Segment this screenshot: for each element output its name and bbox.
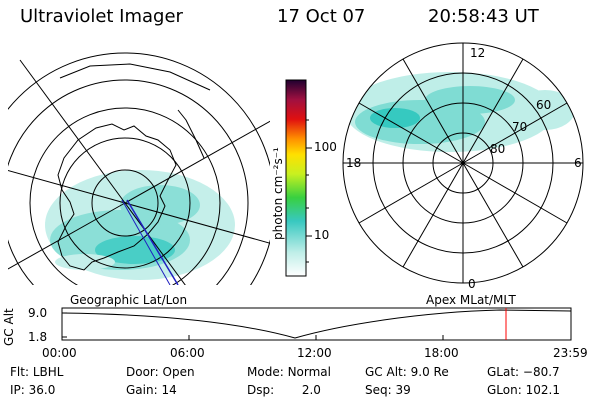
altitude-ytick-low: 1.8	[28, 330, 48, 344]
status-glat: GLat: −80.7	[487, 365, 560, 379]
colorbar-unit-label: photon cm⁻²s⁻¹	[271, 147, 285, 240]
flt-label: Flt:	[10, 365, 29, 379]
altitude-ylabel: GC Alt	[2, 308, 16, 346]
status-gcalt: GC Alt: 9.0 Re	[365, 365, 449, 379]
altitude-xtick-0000: 00:00	[42, 346, 77, 360]
door-value: Open	[162, 365, 195, 379]
glon-value: 102.1	[525, 383, 560, 397]
dsp-label: Dsp:	[247, 383, 275, 397]
glon-label: GLon:	[487, 383, 522, 397]
seq-label: Seq:	[365, 383, 392, 397]
status-glon: GLon: 102.1	[487, 383, 560, 397]
status-mode: Mode: Normal	[247, 365, 331, 379]
geo-panel-label: Geographic Lat/Lon	[70, 293, 188, 307]
gain-label: Gain:	[126, 383, 158, 397]
mlat-label-70: 70	[512, 120, 528, 134]
status-dsp: Dsp: 2.0	[247, 383, 321, 397]
altitude-ytick-high: 9.0	[28, 306, 48, 320]
status-door: Door: Open	[126, 365, 195, 379]
date-label: 17 Oct 07	[277, 6, 366, 27]
altitude-xtick-2359: 23:59	[553, 346, 588, 360]
mlt-label-6: 6	[574, 156, 582, 170]
mag-panel-label: Apex MLat/MLT	[426, 293, 516, 307]
mode-value: Normal	[287, 365, 331, 379]
gcalt-value: 9.0 Re	[410, 365, 449, 379]
mag-aurora	[345, 72, 575, 152]
mlt-label-0: 0	[468, 277, 476, 291]
colorbar-tick-10: 10	[314, 228, 330, 242]
status-gain: Gain: 14	[126, 383, 177, 397]
gcalt-label: GC Alt:	[365, 365, 407, 379]
colorbar-tick-100: 100	[314, 140, 337, 154]
altitude-curve	[61, 309, 572, 339]
status-seq: Seq: 39	[365, 383, 411, 397]
ip-value: 36.0	[28, 383, 56, 397]
altitude-xtick-1800: 18:00	[424, 346, 459, 360]
geo-aurora	[45, 170, 235, 280]
time-label: 20:58:43 UT	[428, 6, 539, 27]
door-label: Door:	[126, 365, 159, 379]
seq-value: 39	[395, 383, 411, 397]
glat-value: −80.7	[522, 365, 560, 379]
continent-outline	[57, 123, 177, 271]
app-title: Ultraviolet Imager	[20, 6, 183, 27]
glat-label: GLat:	[487, 365, 520, 379]
mlt-label-18: 18	[346, 156, 362, 170]
mag-map	[342, 42, 584, 284]
ip-label: IP:	[10, 383, 25, 397]
flt-value: LBHL	[32, 365, 64, 379]
mlt-label-12: 12	[470, 46, 486, 60]
dsp-value: 2.0	[301, 383, 321, 397]
status-flt: Flt: LBHL	[10, 365, 63, 379]
colorbar	[285, 79, 307, 277]
mode-label: Mode:	[247, 365, 284, 379]
geo-map	[8, 52, 270, 285]
altitude-xtick-0600: 06:00	[170, 346, 205, 360]
gain-value: 14	[161, 383, 177, 397]
altitude-xtick-1200: 12:00	[297, 346, 332, 360]
altitude-plot	[61, 307, 572, 341]
status-ip: IP: 36.0	[10, 383, 55, 397]
mlat-label-60: 60	[536, 98, 552, 112]
orbit-track	[126, 199, 179, 285]
mlat-label-80: 80	[490, 142, 506, 156]
